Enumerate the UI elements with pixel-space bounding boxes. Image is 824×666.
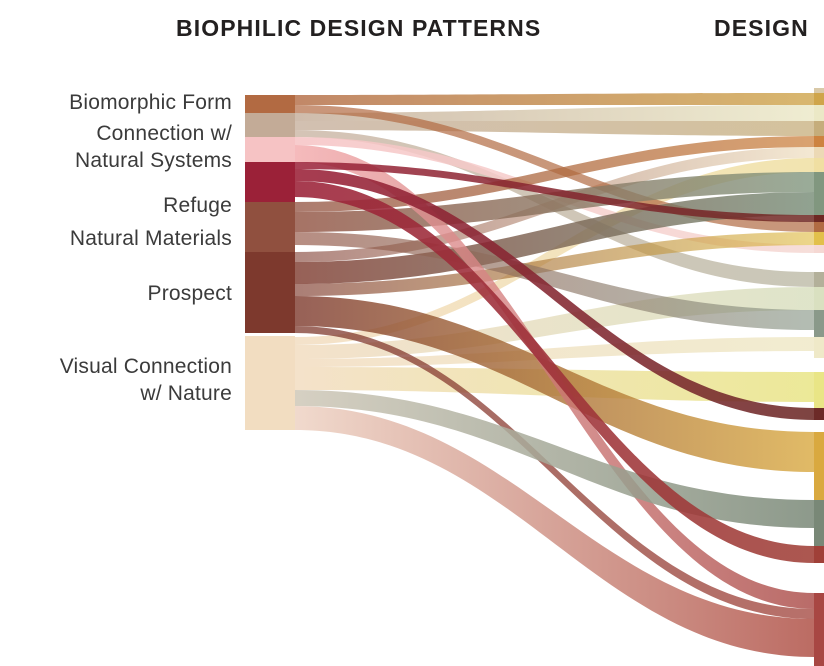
flow-ribbon xyxy=(295,337,814,367)
right-node-segment xyxy=(814,245,824,253)
flow-ribbon xyxy=(295,93,814,105)
left-node xyxy=(245,95,295,113)
right-node-segment xyxy=(814,310,824,337)
left-node xyxy=(245,113,295,137)
flow-ribbon xyxy=(295,105,814,232)
right-node-segment xyxy=(814,593,824,666)
flow-ribbon xyxy=(295,162,814,222)
left-node-layer xyxy=(245,95,295,430)
left-node xyxy=(245,137,295,162)
right-node-layer xyxy=(814,88,824,666)
right-node-segment xyxy=(814,105,824,121)
flow-ribbon xyxy=(295,181,814,563)
left-node-label: Refuge xyxy=(163,193,232,217)
right-node-segment xyxy=(814,232,824,245)
flow-ribbon xyxy=(295,136,814,212)
flow-ribbon xyxy=(295,232,814,296)
right-node-segment xyxy=(814,546,824,563)
left-node-label: Prospect xyxy=(147,281,232,305)
flow-ribbon xyxy=(295,121,814,136)
left-node-label: Natural Materials xyxy=(69,226,232,250)
right-column-title: DESIGN xyxy=(714,15,809,41)
right-node-segment xyxy=(814,158,824,172)
left-column-title: BIOPHILIC DESIGN PATTERNS xyxy=(176,15,542,41)
right-node-segment xyxy=(814,88,824,93)
left-node xyxy=(245,252,295,333)
right-node-segment xyxy=(814,500,824,546)
right-node-segment xyxy=(814,222,824,232)
flow-ribbon xyxy=(295,105,814,121)
right-node-segment xyxy=(814,408,824,420)
flow-ribbon xyxy=(295,169,814,420)
right-node-segment xyxy=(814,287,824,310)
flow-ribbon xyxy=(295,326,814,619)
right-node-segment xyxy=(814,337,824,358)
right-node-segment xyxy=(814,215,824,222)
right-node-segment xyxy=(814,372,824,408)
flow-layer xyxy=(295,93,814,657)
right-node-segment xyxy=(814,93,824,105)
right-node-segment xyxy=(814,432,824,500)
flow-ribbon xyxy=(295,158,814,345)
left-node-label: Visual Connection w/ Nature xyxy=(59,355,232,405)
left-node-label: Biomorphic Form xyxy=(69,90,232,114)
right-node-segment xyxy=(814,147,824,158)
right-node-segment xyxy=(814,136,824,147)
right-node-segment xyxy=(814,172,824,215)
left-node xyxy=(245,162,295,202)
left-node xyxy=(245,202,295,252)
left-node xyxy=(245,336,295,430)
right-node-segment xyxy=(814,272,824,287)
flow-ribbon xyxy=(295,390,814,528)
left-node-label: Connection w/Natural Systems xyxy=(74,122,232,172)
flow-ribbon xyxy=(295,232,814,330)
right-node-segment xyxy=(814,121,824,136)
flow-ribbon xyxy=(295,406,814,657)
